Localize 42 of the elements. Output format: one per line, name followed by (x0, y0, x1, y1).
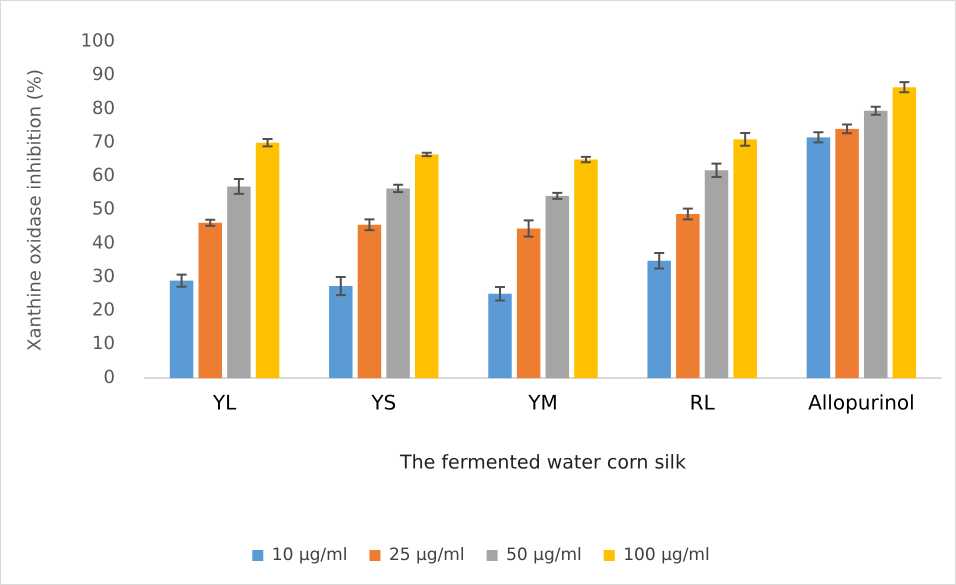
bar (516, 228, 540, 378)
y-tick-label: 40 (92, 232, 115, 254)
bar (358, 224, 382, 378)
bar (415, 154, 439, 378)
y-tick-label: 60 (92, 165, 115, 186)
x-tick-label: Allopurinol (808, 390, 915, 414)
y-tick-label: 90 (92, 64, 115, 86)
y-tick-label: 50 (92, 198, 115, 220)
bar (386, 188, 410, 378)
y-axis-title: Xanthine oxidase inhibition (%) (24, 69, 46, 351)
bar (546, 196, 570, 378)
x-tick-label: YL (212, 390, 238, 414)
legend-label: 10 µg/ml (272, 544, 348, 565)
bar (198, 222, 222, 378)
bar (835, 128, 859, 378)
bar (170, 280, 194, 378)
bar (733, 139, 757, 378)
bar (227, 186, 251, 378)
y-tick-label: 70 (92, 131, 115, 152)
x-tick-label: RL (690, 390, 716, 414)
bar (864, 110, 888, 378)
x-tick-label: YS (370, 390, 396, 414)
bar (704, 170, 728, 378)
bar (329, 286, 353, 378)
y-tick-label: 0 (104, 366, 115, 388)
y-tick-label: 80 (92, 98, 115, 119)
bar (806, 137, 830, 378)
y-tick-label: 10 (92, 333, 115, 354)
legend-label: 50 µg/ml (506, 544, 582, 565)
y-tick-label: 100 (80, 30, 115, 52)
bar (676, 214, 700, 378)
y-tick-label: 20 (92, 300, 115, 321)
bar (256, 142, 280, 378)
bar (892, 87, 916, 378)
legend-label: 25 µg/ml (388, 544, 465, 565)
x-axis-title: The fermented water corn silk (398, 452, 686, 474)
x-tick-label: YM (527, 390, 558, 414)
bar (574, 160, 598, 378)
bar (647, 260, 671, 378)
y-tick-label: 30 (92, 266, 115, 287)
bar (488, 294, 512, 378)
legend-label: 100 µg/ml (623, 544, 710, 565)
